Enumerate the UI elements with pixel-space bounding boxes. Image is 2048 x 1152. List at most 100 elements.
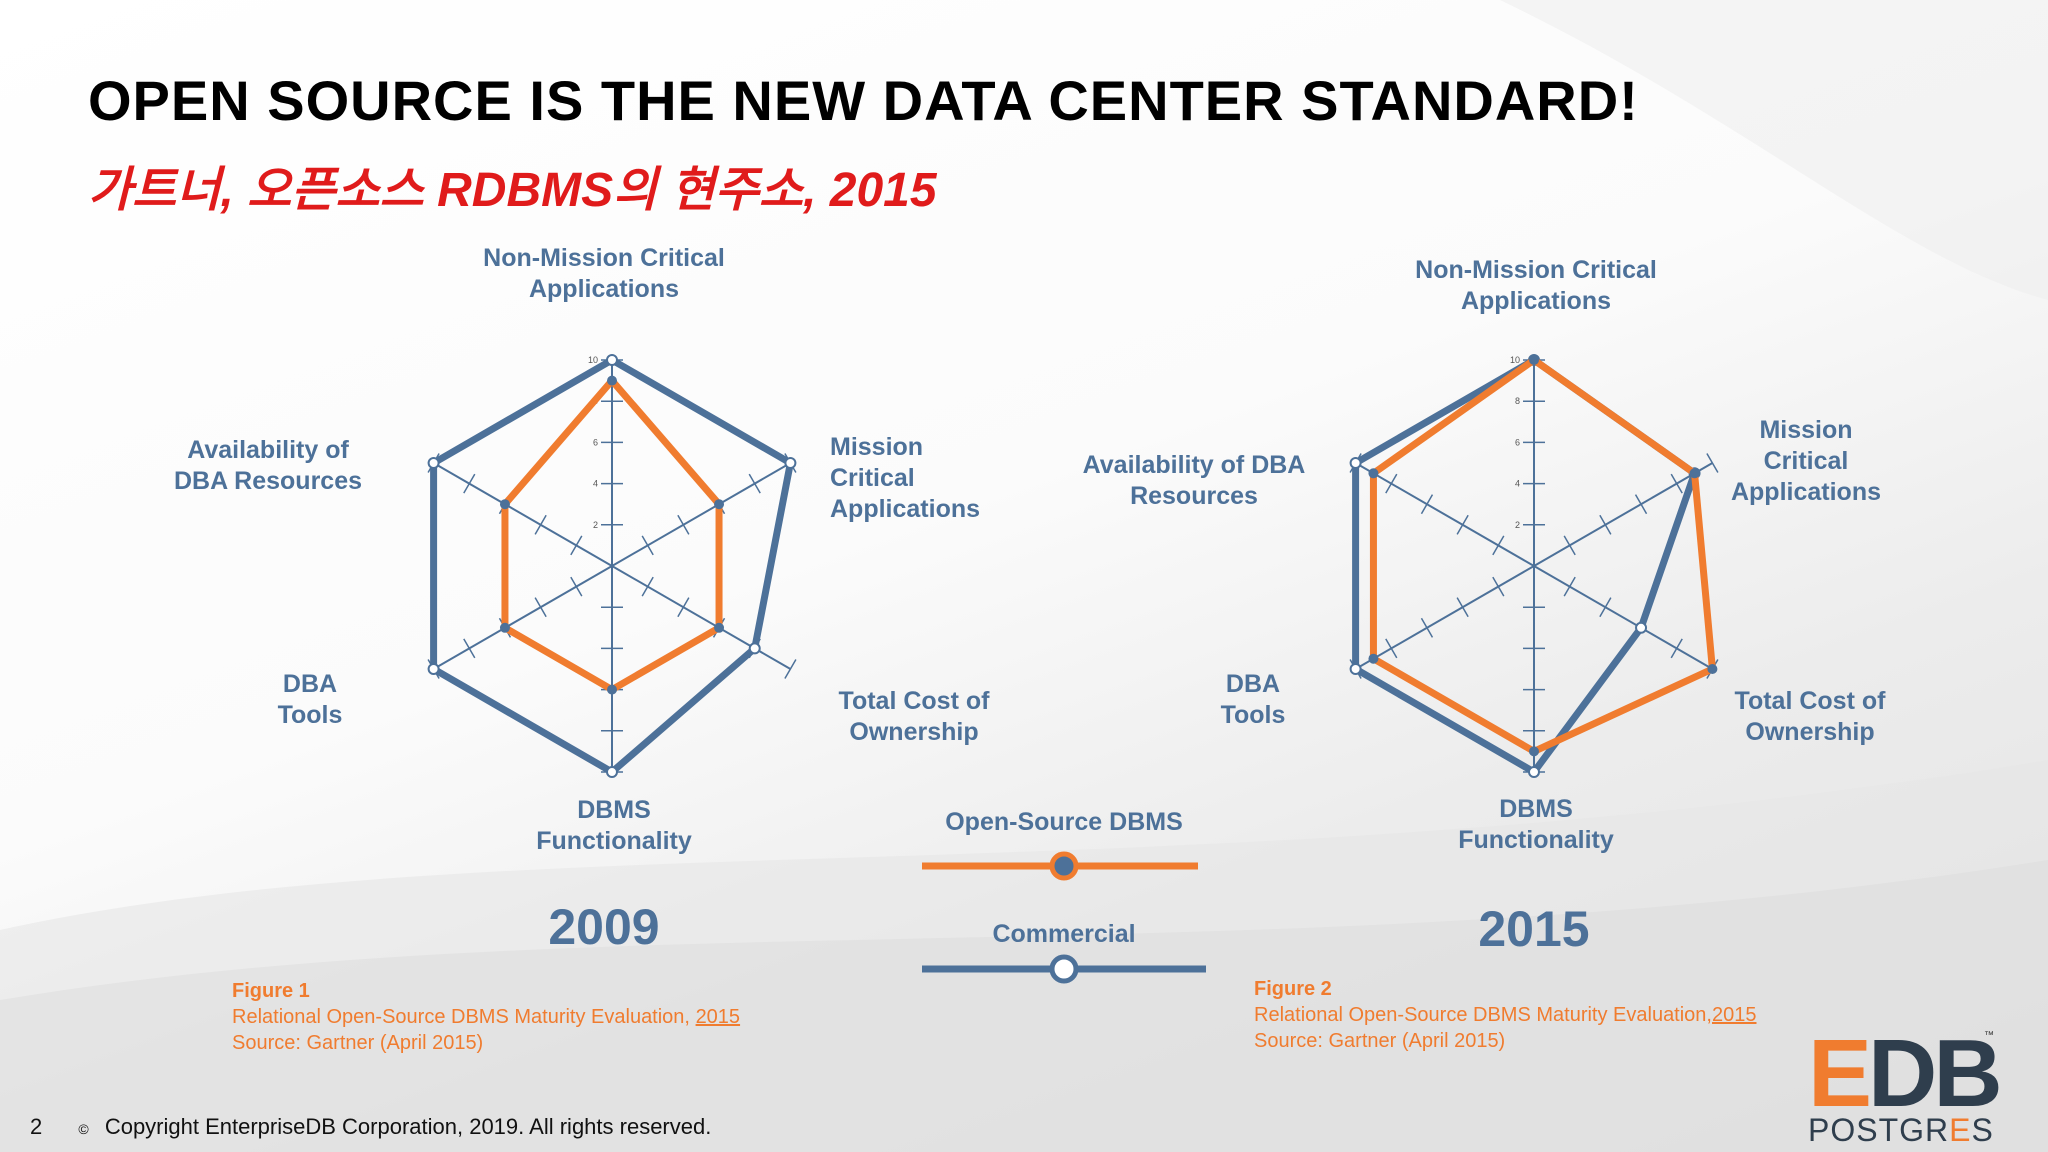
figure-caption-year: 2015 [1712,1004,1757,1026]
radar-tick [1634,494,1648,515]
radar-point [1529,746,1539,757]
radar-axis [1533,565,1713,670]
figure-caption-1: Figure 1 Relational Open-Source DBMS Mat… [232,978,740,1056]
radar-tick [1599,514,1612,535]
legend-label-open-source: Open-Source DBMS [945,808,1183,836]
postgres-wordmark: POSTGRES [1808,1112,1994,1148]
radar-point [606,766,618,778]
radar-tick [1456,514,1469,535]
figure-caption-text: Relational Open-Source DBMS Maturity Eva… [232,1006,690,1028]
radar-point [607,684,617,695]
radar-tick-label: 2 [1515,520,1520,530]
radar-point [427,663,440,675]
radar-axis-label: Mission Critical Applications [830,433,980,523]
figure-source: Source: Gartner (April 2015) [1254,1030,1506,1052]
radar-axis [433,462,613,567]
radar-tick [570,535,583,556]
radar-point [1349,457,1362,469]
radar-point [748,642,761,655]
radar-tick [1706,453,1719,473]
radar-tick [677,514,690,535]
radar-tick-label: 6 [593,437,598,447]
radar-axis-label: Total Cost of Ownership [1735,687,1887,746]
figure-caption-line: Relational Open-Source DBMS Maturity Eva… [1254,1002,1757,1028]
radar-tick [534,597,547,618]
radar-point [1349,663,1362,675]
radar-tick [1599,597,1612,618]
radar-point [1368,653,1379,664]
radar-axis-label: Availability of DBA Resources [1083,451,1306,510]
radar-point [1689,468,1700,479]
edb-postgres-logo: EDB ™ POSTGRES [1808,1026,2003,1149]
radar-axis [611,565,791,670]
radar-axis-label: Total Cost of Ownership [839,687,991,746]
figure-caption-text: Relational Open-Source DBMS Maturity Eva… [1254,1004,1712,1026]
radar-axis-label: Availability of DBA Resources [174,436,362,495]
radar-axis [433,565,613,670]
radar-tick [570,576,583,597]
radar-axis-label: Non-Mission Critical Applications [483,244,725,303]
radar-tick [463,638,476,659]
radar-point [1368,468,1379,479]
radar-tick [1670,473,1683,494]
radar-point [427,457,440,469]
radar-tick [1492,535,1505,556]
slide-title: OPEN SOURCE IS THE NEW DATA CENTER STAND… [88,69,1639,132]
radar-point [499,622,510,633]
figure-caption-line: Relational Open-Source DBMS Maturity Eva… [232,1004,740,1030]
chart-legend: Open-Source DBMS Commercial [922,808,1206,984]
radar-tick-label: 6 [1515,437,1520,447]
radar-tick [677,597,690,618]
radar-tick [1670,638,1683,659]
radar-tick [1563,576,1576,597]
radar-tick [1456,597,1469,618]
page-number: 2 [30,1114,43,1139]
radar-tick-label: 4 [593,479,598,489]
radar-axis [1533,462,1713,567]
radar-axis-label: DBA Tools [1221,670,1286,729]
radar-tick-label: 8 [1515,396,1520,406]
radar-tick [1385,473,1398,494]
figure-label: Figure 1 [232,980,310,1002]
radar-tick-label: 4 [1515,479,1520,489]
footer: 2 © Copyright EnterpriseDB Corporation, … [30,1114,711,1140]
chart-title: 2009 [548,899,659,955]
radar-series-commercial [1352,356,1699,776]
trademark-symbol: ™ [1984,1030,1994,1041]
radar-chart-2015: 2 4 6 8 10 Non-Mission Critical Applications Mi… [1083,256,1886,957]
radar-series-open-source [1369,356,1716,755]
slide-subtitle: 가트너, 오픈소스 RDBMS의 현주소, 2015 [88,164,937,217]
radar-tick [784,659,797,679]
radar-axis [1355,565,1535,670]
radar-point [714,622,725,633]
radar-axis-label: Mission Critical Applications [1731,416,1881,506]
radar-tick [748,473,761,494]
figure-label: Figure 2 [1254,978,1332,1000]
radar-axis-label: DBMS Functionality [1458,795,1614,854]
radar-point [714,499,725,510]
radar-tick [1492,576,1505,597]
radar-axis [611,462,791,567]
figure-caption-2: Figure 2 Relational Open-Source DBMS Mat… [1254,976,1757,1054]
radar-point [1635,621,1648,634]
figure-source: Source: Gartner (April 2015) [232,1032,484,1054]
radar-point [606,354,618,366]
radar-tick [641,576,654,597]
radar-tick [463,473,476,494]
radar-axis-label: Non-Mission Critical Applications [1415,256,1657,315]
radar-point [1528,766,1540,778]
radar-tick [641,535,654,556]
copyright-symbol: © [78,1121,89,1137]
radar-tick-label: 10 [1510,355,1520,365]
chart-title: 2015 [1478,901,1589,957]
copyright-text: Copyright EnterpriseDB Corporation, 2019… [104,1114,712,1139]
radar-tick [1563,535,1576,556]
radar-tick-label: 10 [588,355,598,365]
radar-point [1707,664,1718,674]
legend-marker-commercial [1049,954,1079,984]
radar-tick-label: 2 [593,520,598,530]
radar-tick [534,514,547,535]
figure-caption-year: 2015 [695,1006,741,1028]
radar-tick [1420,617,1434,638]
